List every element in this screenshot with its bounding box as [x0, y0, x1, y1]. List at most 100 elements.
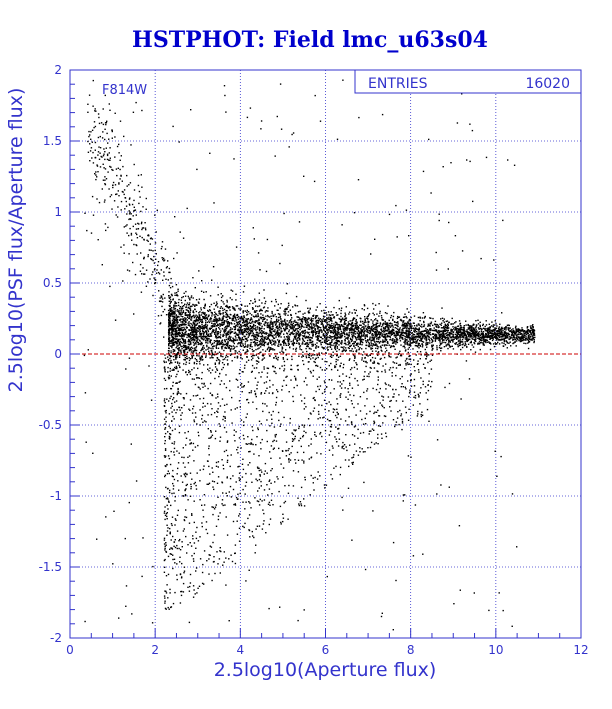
data-point — [238, 323, 240, 326]
data-point — [531, 332, 534, 334]
data-point — [487, 331, 489, 333]
data-point — [177, 324, 179, 326]
data-point — [332, 351, 334, 353]
data-point — [368, 345, 370, 347]
data-point — [226, 325, 228, 327]
data-point — [168, 359, 170, 362]
data-point — [431, 341, 433, 344]
data-point — [236, 357, 239, 359]
data-point — [459, 334, 461, 336]
data-point — [386, 349, 388, 352]
data-point — [477, 343, 479, 345]
data-point — [258, 318, 260, 320]
data-point — [232, 339, 234, 341]
data-point — [458, 339, 460, 341]
data-point — [452, 340, 454, 342]
data-point — [339, 327, 341, 329]
data-point — [203, 298, 205, 301]
data-point — [249, 345, 252, 347]
data-point — [291, 326, 293, 328]
data-point — [407, 344, 409, 346]
data-point — [387, 332, 389, 335]
data-point — [296, 340, 298, 342]
data-point — [172, 316, 174, 318]
data-point — [180, 350, 182, 352]
data-point — [351, 335, 354, 337]
data-point — [526, 326, 529, 328]
data-point — [282, 327, 285, 330]
data-point — [289, 325, 291, 327]
data-point — [218, 318, 220, 320]
data-point — [522, 336, 524, 338]
data-point — [315, 320, 317, 322]
data-point — [395, 335, 397, 337]
data-point — [195, 314, 197, 316]
data-point — [301, 343, 303, 345]
data-point — [480, 332, 482, 334]
data-point — [196, 322, 199, 325]
data-point — [335, 344, 337, 346]
data-point — [258, 330, 261, 332]
data-point — [188, 339, 191, 342]
data-point — [317, 330, 319, 333]
data-point — [270, 328, 272, 330]
data-point — [199, 320, 202, 322]
data-point — [493, 328, 495, 331]
data-point — [221, 345, 223, 348]
data-point — [214, 316, 216, 319]
data-point — [365, 321, 367, 323]
data-point — [395, 331, 397, 333]
data-point — [448, 333, 450, 336]
data-point — [293, 333, 295, 335]
data-point — [488, 329, 490, 331]
data-point — [246, 322, 248, 325]
data-point — [413, 337, 416, 339]
data-point — [492, 337, 494, 339]
data-point — [529, 336, 531, 338]
data-point — [336, 345, 338, 348]
data-point — [305, 336, 308, 339]
data-point — [282, 320, 284, 322]
data-point — [240, 330, 242, 332]
data-point — [366, 327, 368, 330]
data-point — [459, 338, 462, 340]
data-point — [490, 325, 493, 327]
data-point — [241, 330, 243, 332]
data-point — [442, 320, 444, 322]
data-point — [200, 309, 202, 311]
data-point — [466, 336, 468, 338]
data-point — [384, 327, 387, 329]
data-point — [332, 339, 334, 341]
data-point — [206, 326, 208, 328]
data-point — [186, 351, 189, 353]
data-point — [290, 327, 292, 330]
data-point — [170, 325, 172, 328]
data-point — [366, 331, 368, 333]
data-point — [286, 337, 289, 339]
data-point — [184, 295, 187, 297]
data-point — [409, 343, 411, 345]
data-point — [428, 354, 430, 356]
data-point — [325, 312, 327, 314]
data-point — [229, 350, 232, 352]
data-point — [514, 326, 517, 329]
data-point — [408, 346, 410, 349]
data-point — [338, 299, 340, 302]
data-point — [202, 335, 204, 338]
data-point — [383, 335, 385, 337]
data-point — [248, 321, 251, 323]
data-point — [488, 323, 490, 325]
data-point — [275, 316, 277, 318]
data-point — [408, 330, 411, 333]
data-point — [230, 340, 233, 342]
data-point — [510, 345, 512, 347]
data-point — [324, 336, 326, 338]
data-point — [410, 325, 412, 327]
data-point — [392, 326, 394, 328]
data-point — [317, 326, 319, 328]
data-point — [276, 330, 279, 333]
data-point — [171, 332, 173, 334]
data-point — [325, 352, 327, 354]
data-point — [512, 332, 514, 334]
data-point — [501, 326, 503, 329]
